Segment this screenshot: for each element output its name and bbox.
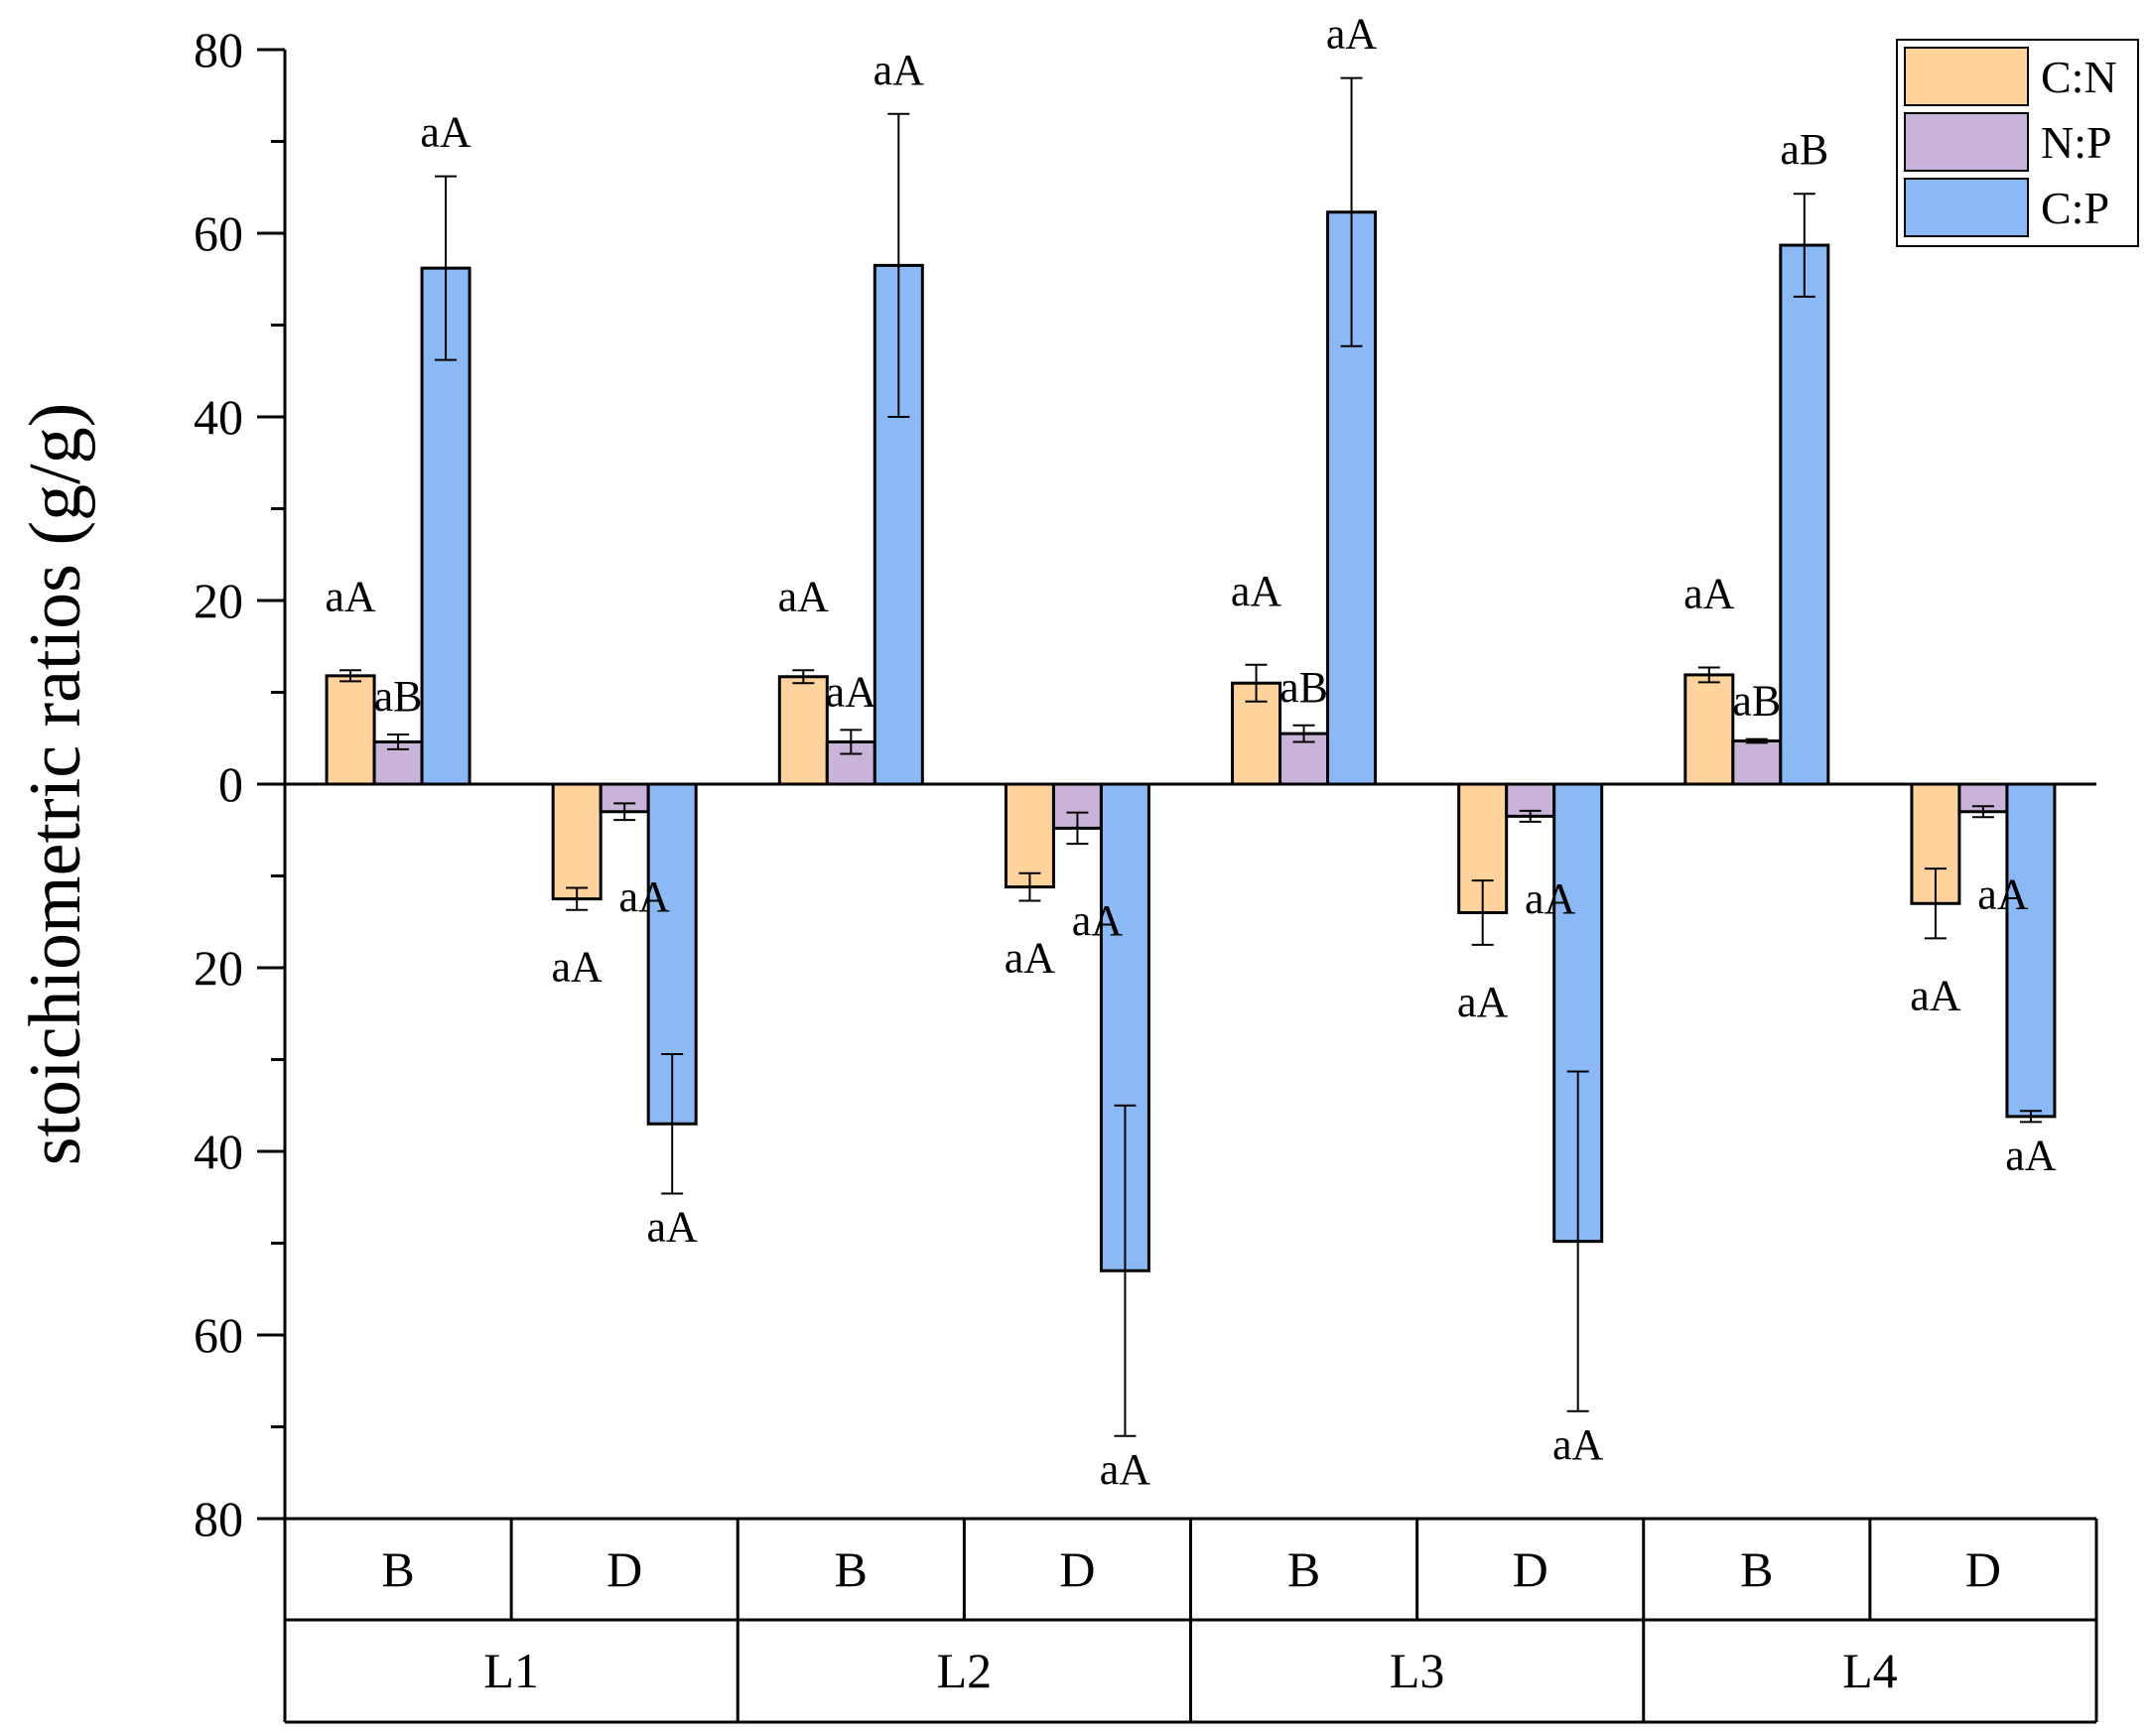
significance-label: aA — [1910, 971, 1961, 1019]
level-label: L1 — [483, 1643, 539, 1698]
x-category-table: L1 B D L2 B D L3 B D L4 B D — [283, 1517, 2098, 1724]
significance-label: aA — [420, 108, 471, 157]
significance-label: aA — [1683, 570, 1735, 618]
significance-label: aA — [1457, 978, 1509, 1026]
legend-label-cp: C:P — [2041, 183, 2109, 233]
subgroup-label: B — [1287, 1541, 1320, 1597]
significance-label: aA — [1072, 896, 1124, 945]
y-tick-label: 80 — [194, 1491, 243, 1546]
y-tick-label: 40 — [194, 1124, 243, 1179]
level-label: L2 — [937, 1643, 993, 1698]
bar-l2-b-cn — [777, 675, 829, 786]
subgroup-label: D — [1965, 1541, 2001, 1597]
subgroup-label: B — [1740, 1541, 1773, 1597]
significance-label: aA — [1231, 567, 1282, 615]
significance-label: aA — [826, 667, 877, 716]
significance-label: aA — [552, 943, 604, 992]
significance-label: aB — [374, 672, 423, 721]
subgroup-label: B — [835, 1541, 868, 1597]
significance-label: aA — [1326, 10, 1378, 59]
level-label: L4 — [1842, 1643, 1898, 1698]
bar-l4-b-cn — [1683, 673, 1735, 786]
significance-label: aA — [325, 572, 376, 620]
subgroup-label: D — [1059, 1541, 1095, 1597]
error-bars — [339, 76, 2042, 1437]
y-tick-label: 60 — [194, 205, 243, 261]
subgroup-label: D — [1513, 1541, 1548, 1597]
significance-label: aA — [1552, 1420, 1604, 1469]
level-label: L3 — [1390, 1643, 1445, 1698]
legend: C:N N:P C:P — [1896, 39, 2139, 247]
legend-label-np: N:P — [2041, 117, 2112, 168]
legend-swatch-cn — [1904, 47, 2029, 106]
axes: 80 60 40 20 0 20 40 60 80 — [194, 22, 2096, 1546]
legend-swatch-cp — [1904, 178, 2029, 237]
bar-l4-b-cp — [1779, 243, 1830, 786]
bar-l4-d-cp — [2005, 782, 2057, 1119]
significance-label: aB — [1780, 125, 1828, 174]
significance-label: aA — [778, 572, 830, 620]
significance-labels: aA aB aA aA aA aA aA aA aA aA aA aA aA aB aA aA aA aA aA aB… — [325, 10, 2056, 1494]
y-tick-label: 0 — [218, 756, 243, 812]
bars — [325, 210, 2057, 1272]
y-tick-label: 20 — [194, 573, 243, 628]
y-axis-label: stoichiometric ratios (g/g) — [15, 403, 96, 1166]
bar-l1-d-cn — [551, 782, 603, 901]
legend-label-cn: C:N — [2041, 52, 2117, 102]
bar-l1-b-cn — [325, 674, 376, 786]
bar-l4-b-np — [1731, 739, 1783, 786]
significance-label: aB — [1279, 663, 1328, 712]
significance-label: aA — [647, 1203, 699, 1252]
significance-label: aA — [1977, 869, 2029, 918]
significance-label: aA — [873, 46, 925, 94]
significance-label: aB — [1732, 677, 1781, 726]
significance-label: aA — [619, 872, 671, 921]
significance-label: aA — [1525, 874, 1576, 923]
significance-label: aA — [2005, 1131, 2057, 1179]
significance-label: aA — [1100, 1445, 1151, 1494]
y-tick-label: 60 — [194, 1307, 243, 1363]
y-tick-label: 40 — [194, 389, 243, 445]
subgroup-label: D — [606, 1541, 642, 1597]
y-tick-label: 80 — [194, 22, 243, 77]
significance-label: aA — [1005, 933, 1056, 982]
bar-l2-d-cn — [1004, 782, 1055, 889]
subgroup-label: B — [381, 1541, 414, 1597]
legend-swatch-np — [1904, 112, 2029, 172]
y-tick-label: 20 — [194, 940, 243, 996]
